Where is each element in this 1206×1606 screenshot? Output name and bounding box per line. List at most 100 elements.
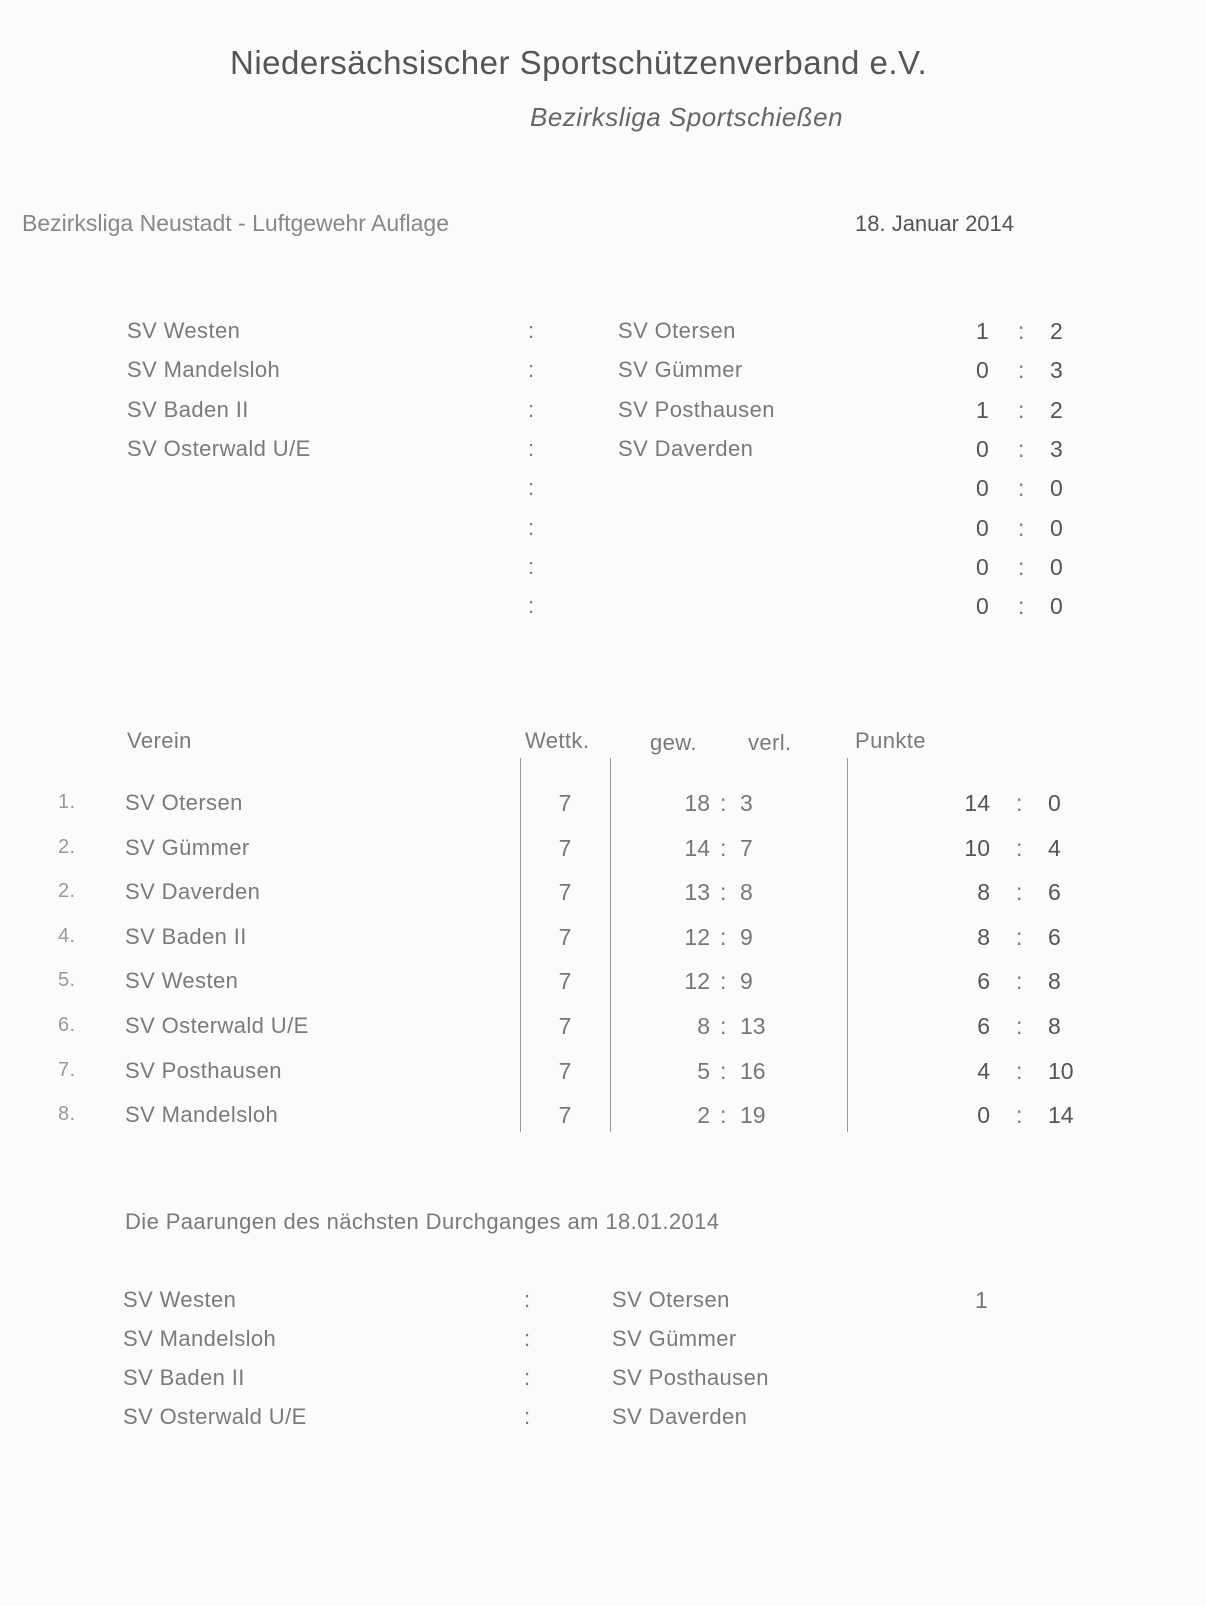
points-minus: 8 [1048, 1013, 1061, 1039]
separator: : [528, 514, 535, 540]
colon: : [720, 879, 727, 906]
sets-won: 13 [684, 879, 710, 906]
sets-won: 14 [684, 834, 710, 861]
colon: : [1016, 968, 1023, 995]
separator: : [528, 553, 535, 579]
home-score: 0 [976, 357, 989, 384]
home-team: SV Baden II [127, 396, 249, 422]
score-colon: : [1018, 435, 1025, 462]
away-score: 3 [1050, 357, 1063, 384]
points-minus: 6 [1048, 923, 1061, 950]
match-date: 18. Januar 2014 [855, 211, 1015, 236]
league-name: Bezirksliga Neustadt - Luftgewehr Auflag… [22, 210, 450, 236]
points-minus: 4 [1048, 834, 1061, 861]
home-score: 0 [976, 475, 989, 502]
points-plus: 0 [977, 1102, 990, 1129]
away-team: SV Otersen [618, 318, 736, 343]
colon: : [720, 1013, 727, 1039]
points-plus: 8 [977, 879, 990, 906]
away-team: SV Posthausen [618, 396, 775, 422]
separator: : [524, 1326, 531, 1351]
points-plus: 6 [977, 968, 990, 995]
home-score: 0 [976, 435, 989, 462]
colon: : [720, 834, 727, 861]
matches-count: 7 [558, 923, 572, 950]
sets-won: 8 [697, 1013, 710, 1039]
home-score: 0 [976, 514, 989, 541]
score-colon: : [1018, 475, 1025, 502]
matches-count: 7 [558, 1057, 572, 1084]
colon: : [720, 1057, 727, 1084]
away-team: SV Daverden [612, 1404, 748, 1429]
rank: 6. [58, 1014, 76, 1036]
home-team: SV Osterwald U/E [127, 435, 311, 461]
home-team: SV Mandelsloh [123, 1326, 277, 1351]
sets-won: 12 [684, 923, 710, 950]
sets-lost: 13 [740, 1013, 766, 1039]
sets-won: 5 [697, 1057, 710, 1084]
colon: : [1016, 834, 1023, 861]
home-team: SV Baden II [123, 1365, 245, 1390]
colon: : [720, 968, 727, 995]
separator: : [528, 318, 535, 343]
sets-lost: 19 [740, 1102, 766, 1129]
club-name: SV Gümmer [125, 834, 250, 860]
sets-lost: 9 [740, 968, 753, 995]
score-colon: : [1018, 396, 1025, 423]
column-divider [520, 758, 521, 1132]
rank: 5. [58, 969, 76, 992]
home-score: 0 [976, 553, 989, 580]
points-minus: 6 [1048, 879, 1061, 906]
colon: : [720, 1102, 727, 1129]
away-score: 2 [1050, 318, 1063, 344]
rank: 4. [58, 924, 76, 947]
club-name: SV Mandelsloh [125, 1102, 279, 1128]
matches-count: 7 [558, 834, 572, 861]
colon: : [1016, 790, 1023, 816]
separator: : [524, 1287, 531, 1312]
points-minus: 8 [1048, 968, 1061, 995]
club-name: SV Posthausen [125, 1057, 282, 1083]
separator: : [528, 475, 535, 501]
colon: : [1016, 1013, 1023, 1039]
next-round-heading: Die Paarungen des nächsten Durchganges a… [125, 1209, 720, 1234]
points-minus: 14 [1048, 1102, 1074, 1129]
separator: : [528, 396, 535, 422]
header-points: Punkte [855, 728, 926, 753]
score-colon: : [1018, 514, 1025, 541]
club-name: SV Baden II [125, 923, 247, 949]
home-team: SV Westen [127, 318, 241, 343]
colon: : [720, 923, 727, 950]
sets-lost: 8 [740, 879, 753, 906]
separator: : [528, 357, 535, 383]
colon: : [1016, 923, 1023, 950]
club-name: SV Daverden [125, 879, 261, 905]
separator: : [524, 1365, 531, 1390]
colon: : [720, 790, 727, 816]
header-matches: Wettk. [525, 728, 590, 753]
colon: : [1016, 1057, 1023, 1084]
club-name: SV Otersen [125, 790, 243, 815]
score-colon: : [1018, 593, 1025, 620]
points-plus: 10 [964, 834, 990, 861]
away-team: SV Posthausen [612, 1365, 769, 1390]
header-won: gew. [650, 730, 697, 755]
matches-count: 7 [558, 1013, 572, 1039]
matches-count: 7 [558, 879, 572, 906]
away-score: 0 [1050, 514, 1063, 541]
away-score: 0 [1050, 593, 1063, 620]
sets-lost: 3 [740, 790, 753, 816]
score-colon: : [1018, 553, 1025, 580]
column-divider [610, 758, 611, 1132]
points-plus: 6 [977, 1013, 990, 1039]
colon: : [1016, 1102, 1023, 1129]
score-colon: : [1018, 357, 1025, 384]
rank: 1. [58, 791, 76, 813]
rank: 2. [58, 835, 76, 858]
points-minus: 0 [1048, 790, 1061, 816]
away-score: 0 [1050, 475, 1063, 502]
matches-count: 7 [558, 968, 572, 995]
points-plus: 4 [977, 1057, 990, 1084]
away-score: 3 [1050, 435, 1063, 462]
away-team: SV Gümmer [618, 357, 743, 383]
